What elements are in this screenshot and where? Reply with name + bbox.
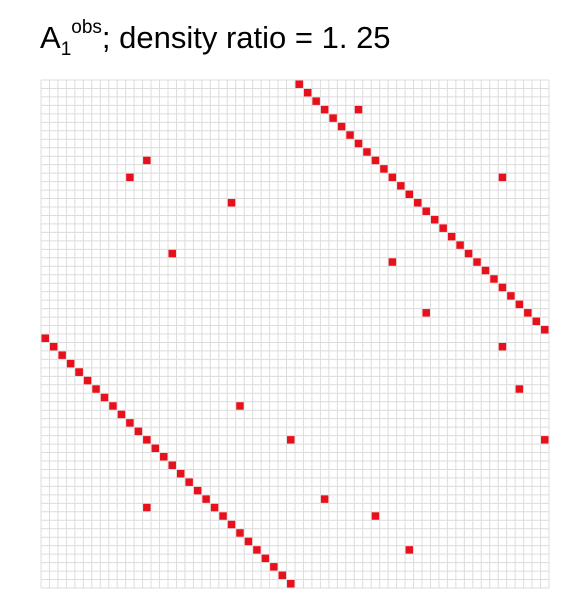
filled-cell	[134, 427, 143, 436]
filled-cell	[210, 503, 219, 512]
filled-cell	[193, 486, 202, 495]
filled-cell	[524, 309, 532, 317]
filled-cell	[168, 461, 176, 469]
filled-cell	[473, 258, 481, 266]
filled-cell	[541, 326, 549, 334]
filled-cell	[329, 114, 337, 122]
title-subscript: 1	[60, 39, 72, 60]
filled-cell	[202, 495, 210, 503]
filled-cell	[143, 503, 151, 512]
title-superscript: obs	[71, 17, 102, 38]
filled-cell	[320, 105, 329, 114]
filled-cell	[320, 495, 329, 503]
filled-cell	[312, 97, 320, 105]
filled-cell	[371, 512, 380, 520]
title-base: A	[40, 20, 61, 55]
filled-cell	[507, 292, 515, 300]
filled-cell	[176, 469, 185, 478]
filled-cell	[66, 359, 75, 368]
filled-cell	[371, 156, 380, 165]
filled-cell	[337, 122, 346, 131]
filled-cell	[100, 393, 109, 402]
filled-cell	[295, 80, 303, 88]
filled-cell	[498, 342, 507, 351]
filled-cell	[515, 300, 524, 309]
filled-cell	[126, 419, 134, 427]
filled-cell	[541, 436, 549, 444]
filled-cell	[498, 173, 507, 182]
filled-cell	[83, 376, 92, 385]
filled-cell	[244, 537, 253, 546]
filled-cell	[447, 232, 456, 241]
filled-cell	[532, 317, 541, 326]
filled-cell	[49, 342, 58, 351]
filled-cell	[287, 580, 295, 588]
filled-cell	[287, 436, 295, 444]
chart-title: A1obs; density ratio = 1. 25	[40, 17, 391, 60]
filled-cell	[219, 512, 227, 520]
filled-cell	[270, 563, 278, 571]
filled-cell	[388, 258, 397, 266]
filled-cell	[168, 249, 176, 258]
filled-cell	[430, 215, 439, 224]
filled-cell	[346, 131, 354, 139]
filled-cell	[405, 190, 414, 199]
filled-cell	[414, 199, 422, 207]
filled-cell	[481, 266, 490, 275]
filled-cell	[253, 546, 261, 554]
filled-cell	[143, 156, 151, 165]
filled-cell	[303, 88, 312, 97]
filled-cell	[236, 529, 244, 537]
filled-cell	[236, 402, 244, 410]
filled-cell	[405, 546, 414, 554]
filled-cell	[354, 139, 363, 148]
filled-cell	[109, 402, 117, 410]
filled-cell	[261, 554, 270, 563]
filled-cell	[143, 436, 151, 444]
filled-cell	[439, 224, 447, 232]
filled-cell	[456, 241, 464, 249]
filled-cell	[92, 385, 100, 393]
filled-cell	[380, 165, 388, 173]
filled-cell	[388, 173, 397, 182]
filled-cell	[490, 275, 498, 283]
filled-cell	[117, 410, 126, 419]
filled-cell	[498, 283, 507, 292]
filled-cell	[422, 309, 430, 317]
filled-cell	[397, 182, 405, 190]
filled-cell	[126, 173, 134, 182]
filled-cell	[278, 571, 287, 580]
filled-cell	[464, 249, 473, 258]
filled-cell	[227, 199, 236, 207]
title-rest: ; density ratio = 1. 25	[101, 20, 391, 55]
grid-layer	[40, 79, 550, 589]
filled-cell	[75, 368, 83, 376]
filled-cell	[185, 478, 193, 486]
filled-cell	[515, 385, 524, 393]
filled-cell	[58, 351, 66, 359]
filled-cell	[227, 520, 236, 529]
filled-cell	[354, 105, 363, 114]
filled-cell	[160, 453, 168, 461]
filled-cell	[41, 334, 49, 342]
filled-cell	[363, 148, 371, 156]
filled-cells-layer	[41, 80, 549, 588]
filled-cell	[151, 444, 160, 453]
filled-cell	[422, 207, 430, 215]
